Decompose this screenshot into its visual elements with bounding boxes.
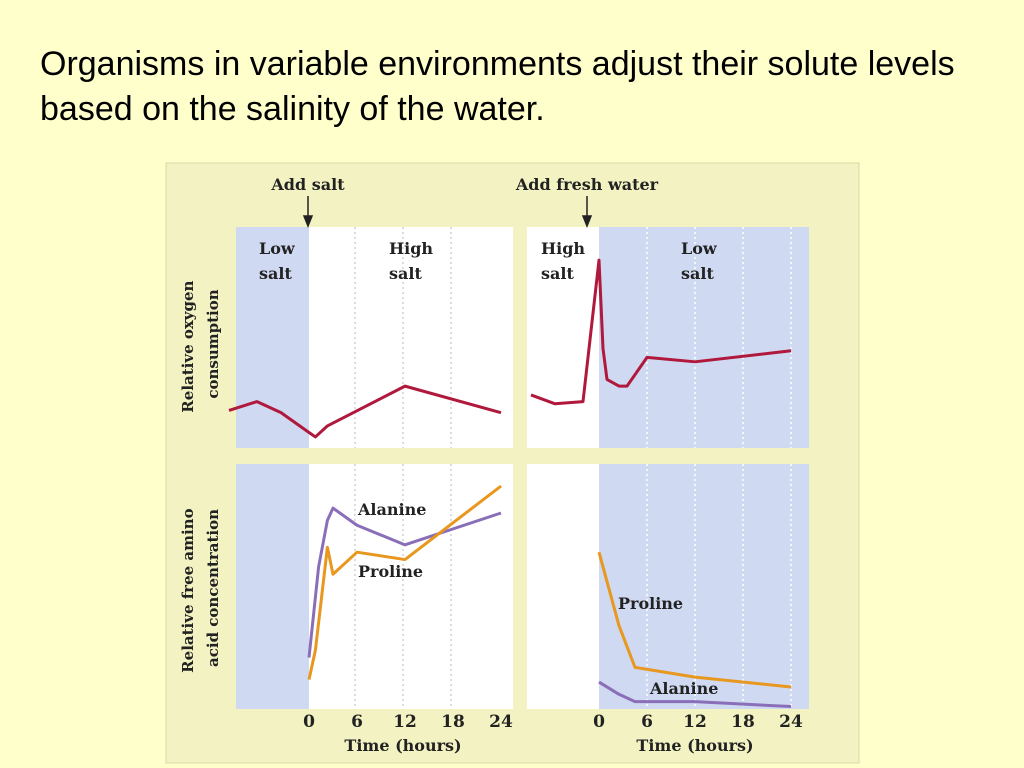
phase-label-line: salt xyxy=(389,264,422,283)
ylabel-line: consumption xyxy=(204,289,222,398)
phase-label-line: High xyxy=(541,239,585,258)
panel-bottom-left xyxy=(236,464,513,709)
x-tick-label: 24 xyxy=(489,712,513,732)
shade-low-salt xyxy=(599,464,809,709)
x-tick-label: 6 xyxy=(641,712,653,732)
ylabel-line: acid concentration xyxy=(204,509,222,667)
gridlines xyxy=(354,227,792,709)
arrow-add-salt xyxy=(302,196,314,229)
phase-label-low-salt: Low salt xyxy=(259,239,300,283)
shade-low-salt xyxy=(599,227,809,448)
white-high-salt xyxy=(527,227,599,448)
phase-label-high-salt: High salt xyxy=(389,239,439,283)
series-label-alanine-right: Alanine xyxy=(649,679,718,698)
phase-label-line: salt xyxy=(259,264,292,283)
phase-label-low-salt: Low salt xyxy=(681,239,722,283)
series-label-alanine-left: Alanine xyxy=(357,500,426,519)
panel-top-right xyxy=(527,227,809,448)
shade-low-salt xyxy=(236,227,309,448)
series-line-bottom-left-proline xyxy=(307,484,502,680)
x-tick-label: 18 xyxy=(731,712,755,732)
white-high-salt xyxy=(527,464,599,709)
series-line-bottom-right-alanine xyxy=(598,680,792,709)
event-label-add-fresh-water: Add fresh water xyxy=(515,175,659,194)
shade-low-salt xyxy=(236,464,309,709)
white-high-salt xyxy=(309,227,513,448)
x-tick-label: 0 xyxy=(593,712,605,732)
white-high-salt xyxy=(309,464,513,709)
series-label-proline-right: Proline xyxy=(618,594,683,613)
x-tick-label: 18 xyxy=(441,712,465,732)
x-tick-label: 12 xyxy=(393,712,417,732)
series-line-bottom-left-alanine xyxy=(307,506,502,658)
arrow-add-fresh-water xyxy=(581,196,593,229)
x-tick-label: 12 xyxy=(683,712,707,732)
x-tick-labels: 0 6 12 18 24 0 6 12 18 24 xyxy=(303,712,803,732)
series-layer xyxy=(228,258,792,709)
panel-top-left xyxy=(236,227,513,448)
phase-label-high-salt: High salt xyxy=(541,239,591,283)
x-axis-label-left: Time (hours) xyxy=(344,736,461,755)
phase-label-line: salt xyxy=(541,264,574,283)
ylabel-line: Relative free amino xyxy=(179,508,197,672)
x-tick-label: 6 xyxy=(351,712,363,732)
x-tick-label: 0 xyxy=(303,712,315,732)
phase-label-line: High xyxy=(389,239,433,258)
series-line-top-right-oxygen xyxy=(530,258,792,406)
bottom-ylabel: Relative free amino acid concentration xyxy=(179,503,222,673)
phase-label-line: salt xyxy=(681,264,714,283)
event-label-add-salt: Add salt xyxy=(270,175,345,194)
top-ylabel: Relative oxygen consumption xyxy=(179,275,222,412)
series-line-top-left-oxygen xyxy=(228,384,502,439)
phase-label-line: Low xyxy=(259,239,296,258)
slide-title: Organisms in variable environments adjus… xyxy=(40,45,955,128)
phase-label-line: Low xyxy=(681,239,718,258)
series-line-bottom-right-proline xyxy=(597,551,792,689)
series-label-proline-left: Proline xyxy=(358,562,423,581)
ylabel-line: Relative oxygen xyxy=(179,280,197,412)
x-tick-label: 24 xyxy=(779,712,803,732)
x-axis-label-right: Time (hours) xyxy=(636,736,753,755)
